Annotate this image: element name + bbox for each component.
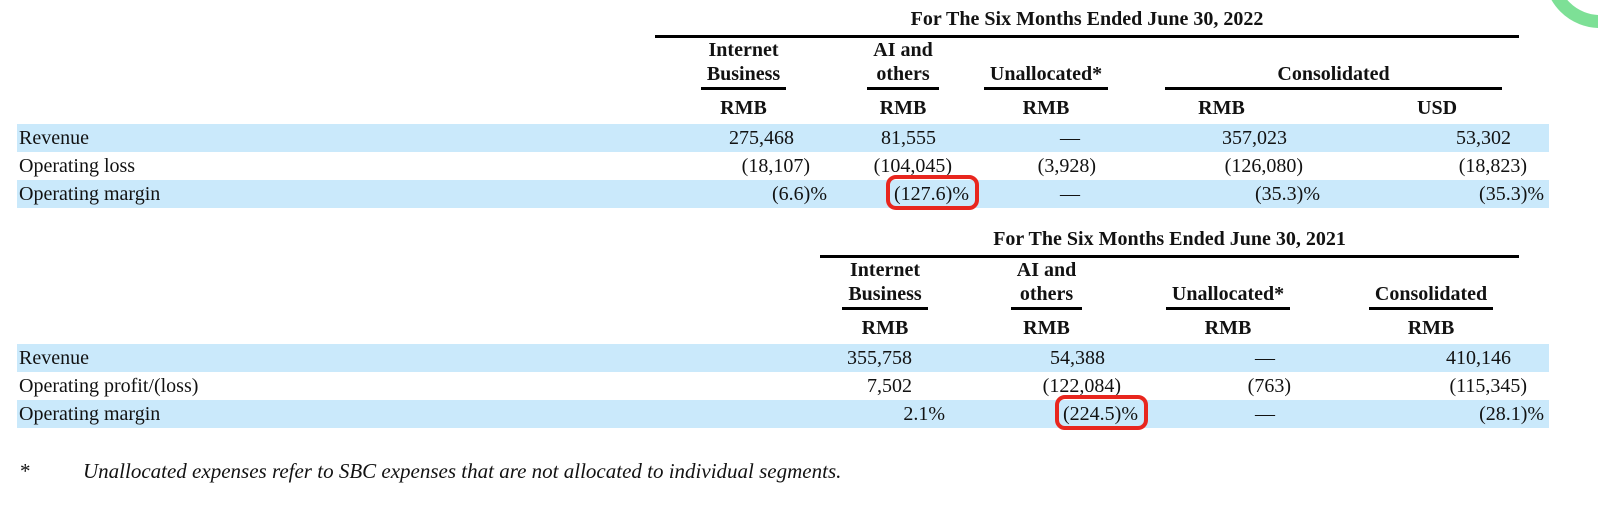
currency-label: USD bbox=[1417, 97, 1458, 119]
table-row-operating-profit-loss: Operating profit/(loss) 7,502 (122,084) … bbox=[17, 372, 1549, 400]
column-header-ai-and-others: AI and others bbox=[867, 38, 939, 90]
table-row-operating-margin: Operating margin (6.6)% (127.6)% — (35.3… bbox=[17, 175, 1550, 210]
column-header-cell: Unallocated* bbox=[974, 38, 1118, 90]
table-row-operating-margin: Operating margin 2.1% (224.5)% — (28.1)% bbox=[17, 395, 1550, 430]
cell-value: 410,146 bbox=[1313, 344, 1550, 372]
table-title-row: For The Six Months Ended June 30, 2022 bbox=[17, 6, 1549, 38]
cell-value: (104,045) bbox=[873, 155, 952, 177]
column-header-row: Internet Business AI and others Unalloca… bbox=[17, 258, 1549, 310]
currency-label: RMB bbox=[720, 97, 767, 119]
currency-label: RMB bbox=[1204, 317, 1252, 339]
cell-value: (28.1)% bbox=[1313, 400, 1550, 428]
column-header-cell: Consolidated bbox=[1118, 38, 1549, 90]
cell-value: (115,345) bbox=[1449, 375, 1528, 397]
cell-value: — bbox=[974, 180, 1118, 208]
segment-table-2022: For The Six Months Ended June 30, 2022 I… bbox=[17, 6, 1550, 210]
row-label: Operating margin bbox=[17, 400, 820, 428]
column-header-internet-business: Internet Business bbox=[842, 258, 928, 310]
footnote-marker: * bbox=[20, 459, 31, 483]
currency-label: RMB bbox=[879, 97, 927, 119]
table-row-operating-loss: Operating loss (18,107) (104,045) (3,928… bbox=[17, 152, 1549, 180]
footnote: * Unallocated expenses refer to SBC expen… bbox=[20, 457, 841, 485]
currency-label: RMB bbox=[1407, 317, 1455, 339]
currency-label: RMB bbox=[1198, 97, 1245, 119]
spacer-cell bbox=[17, 310, 820, 344]
column-header-cell: Consolidated bbox=[1313, 258, 1549, 310]
row-label: Operating margin bbox=[17, 180, 655, 208]
footnote-text: Unallocated expenses refer to SBC expens… bbox=[83, 459, 842, 483]
currency-label: RMB bbox=[861, 317, 909, 339]
cell-value: 355,758 bbox=[820, 344, 950, 372]
cell-value: (126,080) bbox=[1224, 155, 1303, 177]
green-ring-annotation bbox=[1544, 0, 1598, 28]
currency-label: RMB bbox=[1022, 97, 1070, 119]
table-title-cell: For The Six Months Ended June 30, 2021 bbox=[820, 226, 1549, 258]
spacer-cell bbox=[17, 226, 820, 258]
cell-value: (18,823) bbox=[1458, 155, 1528, 177]
column-header-cell: Internet Business bbox=[655, 38, 832, 90]
cell-value: (35.3)% bbox=[1325, 180, 1550, 208]
cell-value: (3,928) bbox=[1037, 155, 1096, 177]
cell-value: (122,084) bbox=[1042, 375, 1121, 397]
row-label: Operating loss bbox=[19, 155, 136, 177]
column-header-ai-and-others: AI and others bbox=[1010, 258, 1083, 310]
column-header-unallocated: Unallocated* bbox=[1165, 282, 1291, 310]
spacer-cell bbox=[17, 38, 655, 90]
cell-value: (18,107) bbox=[741, 155, 810, 177]
cell-value: — bbox=[974, 124, 1118, 152]
row-label: Revenue bbox=[17, 344, 820, 372]
red-annotation-box: (224.5)% bbox=[1055, 395, 1148, 430]
cell-value: (127.6)% bbox=[832, 175, 979, 210]
row-label: Operating profit/(loss) bbox=[19, 375, 199, 397]
spacer-cell bbox=[17, 258, 820, 310]
cell-value: 2.1% bbox=[820, 400, 950, 428]
table-row-revenue: Revenue 355,758 54,388 — 410,146 bbox=[17, 344, 1550, 372]
cell-value: 53,302 bbox=[1325, 124, 1550, 152]
column-header-internet-business: Internet Business bbox=[700, 38, 787, 90]
cell-value: 81,555 bbox=[832, 124, 974, 152]
cell-value: 275,468 bbox=[655, 124, 832, 152]
cell-value: — bbox=[1143, 344, 1313, 372]
spacer-cell bbox=[17, 6, 655, 38]
spacer-cell bbox=[17, 90, 655, 124]
table-title: For The Six Months Ended June 30, 2022 bbox=[655, 6, 1520, 38]
segment-table-2021: For The Six Months Ended June 30, 2021 I… bbox=[17, 226, 1550, 430]
column-header-row: Internet Business AI and others Unalloca… bbox=[17, 38, 1549, 90]
cell-value: 7,502 bbox=[867, 375, 912, 397]
column-header-cell: Internet Business bbox=[820, 258, 950, 310]
column-header-unallocated: Unallocated* bbox=[983, 62, 1109, 90]
cell-value: 54,388 bbox=[950, 344, 1143, 372]
column-header-cell: AI and others bbox=[832, 38, 974, 90]
column-header-cell: AI and others bbox=[950, 258, 1143, 310]
column-header-consolidated: Consolidated bbox=[1368, 282, 1494, 310]
table-title-cell: For The Six Months Ended June 30, 2022 bbox=[655, 6, 1549, 38]
row-label: Revenue bbox=[17, 124, 655, 152]
currency-label: RMB bbox=[1023, 317, 1070, 339]
cell-value: — bbox=[1143, 400, 1313, 428]
cell-value: (224.5)% bbox=[950, 395, 1148, 430]
table-title-row: For The Six Months Ended June 30, 2021 bbox=[17, 226, 1549, 258]
table-title: For The Six Months Ended June 30, 2021 bbox=[820, 226, 1520, 258]
cell-value: (6.6)% bbox=[655, 180, 832, 208]
column-header-consolidated: Consolidated bbox=[1165, 62, 1502, 90]
column-header-cell: Unallocated* bbox=[1143, 258, 1313, 310]
currency-row: RMB RMB RMB RMB bbox=[17, 310, 1549, 344]
red-annotation-box: (127.6)% bbox=[886, 175, 979, 210]
currency-row: RMB RMB RMB RMB USD bbox=[17, 90, 1549, 124]
table-row-revenue: Revenue 275,468 81,555 — 357,023 53,302 bbox=[17, 124, 1550, 152]
cell-value: (35.3)% bbox=[1118, 180, 1325, 208]
cell-value: (763) bbox=[1247, 375, 1291, 397]
cell-value: 357,023 bbox=[1118, 124, 1325, 152]
